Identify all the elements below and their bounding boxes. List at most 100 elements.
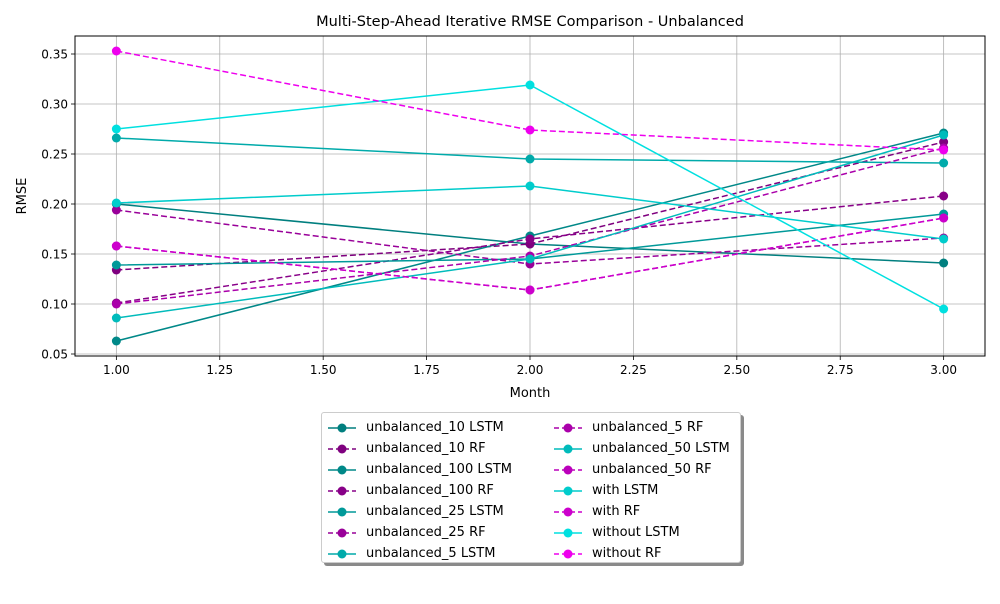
legend-swatch (554, 507, 582, 516)
legend-swatch (554, 444, 582, 453)
y-tick-label: 0.35 (41, 48, 68, 62)
legend-column-left: unbalanced_10 LSTM unbalanced_10 RF unbala… (322, 417, 512, 564)
data-point (939, 145, 949, 155)
data-point (111, 299, 121, 309)
y-tick-label: 0.05 (41, 348, 68, 362)
legend-label: without LSTM (592, 525, 680, 540)
legend-label: unbalanced_100 LSTM (366, 462, 513, 477)
y-tick-label: 0.25 (41, 148, 68, 162)
legend-label: unbalanced_10 RF (366, 441, 486, 456)
legend-label: without RF (592, 546, 662, 561)
legend-swatch (554, 465, 582, 474)
legend-label: unbalanced_50 LSTM (592, 441, 730, 456)
y-axis-ticks: 0.05 0.10 0.15 0.20 0.25 0.30 0.35 (41, 48, 75, 362)
legend-item: unbalanced_50 RF (548, 459, 730, 480)
data-point (939, 130, 949, 140)
legend-item: without LSTM (548, 522, 730, 543)
legend-swatch (328, 528, 356, 537)
data-point (525, 254, 535, 264)
chart-legend: unbalanced_10 LSTM unbalanced_10 RF unbala… (321, 412, 741, 563)
legend-swatch (328, 423, 356, 432)
legend-label: unbalanced_100 RF (366, 483, 494, 498)
legend-item: unbalanced_50 LSTM (548, 438, 730, 459)
legend-swatch (328, 444, 356, 453)
x-tick-label: 2.25 (620, 363, 647, 377)
data-point (939, 158, 949, 168)
data-point (525, 125, 535, 135)
series-layer (111, 46, 949, 346)
x-axis-ticks: 1.00 1.25 1.50 1.75 2.00 2.25 2.50 2.75 3.00 (103, 356, 957, 377)
x-tick-label: 1.50 (310, 363, 337, 377)
data-point (111, 241, 121, 251)
legend-label: unbalanced_5 RF (592, 420, 704, 435)
legend-item: unbalanced_25 LSTM (322, 501, 512, 522)
legend-swatch (554, 528, 582, 537)
data-point (111, 124, 121, 134)
data-point (111, 46, 121, 56)
data-point (939, 213, 949, 223)
x-tick-label: 1.75 (413, 363, 440, 377)
legend-column-right: unbalanced_5 RF unbalanced_50 LSTM unbalan… (548, 417, 730, 564)
data-point (939, 304, 949, 314)
legend-item: without RF (548, 543, 730, 564)
legend-swatch (328, 486, 356, 495)
legend-label: with RF (592, 504, 641, 519)
y-tick-label: 0.10 (41, 298, 68, 312)
data-point (111, 313, 121, 323)
series-with-lstm (111, 181, 949, 244)
y-tick-label: 0.30 (41, 98, 68, 112)
y-tick-label: 0.20 (41, 198, 68, 212)
y-axis-label: RMSE (15, 178, 30, 215)
legend-item: unbalanced_25 RF (322, 522, 512, 543)
legend-swatch (328, 549, 356, 558)
data-point (525, 234, 535, 244)
data-point (525, 181, 535, 191)
data-point (111, 260, 121, 270)
series-without-lstm (111, 80, 949, 314)
legend-label: unbalanced_50 RF (592, 462, 712, 477)
x-tick-label: 2.50 (723, 363, 750, 377)
legend-swatch (554, 486, 582, 495)
legend-label: unbalanced_10 LSTM (366, 420, 504, 435)
series-line (116, 50, 944, 151)
x-tick-label: 2.00 (517, 363, 544, 377)
legend-item: unbalanced_100 RF (322, 480, 512, 501)
data-point (111, 336, 121, 346)
chart-title: Multi-Step-Ahead Iterative RMSE Comparis… (316, 14, 744, 30)
legend-item: unbalanced_10 RF (322, 438, 512, 459)
legend-item: with LSTM (548, 480, 730, 501)
series-without-rf (111, 46, 949, 155)
legend-label: unbalanced_5 LSTM (366, 546, 496, 561)
x-tick-label: 2.75 (827, 363, 854, 377)
legend-swatch (328, 507, 356, 516)
data-point (111, 133, 121, 143)
legend-swatch (554, 549, 582, 558)
series-unbalanced-50-lstm (111, 130, 949, 323)
legend-item: with RF (548, 501, 730, 522)
legend-swatch (554, 423, 582, 432)
data-point (939, 234, 949, 244)
data-point (525, 285, 535, 295)
data-point (525, 80, 535, 90)
data-point (939, 258, 949, 268)
legend-label: with LSTM (592, 483, 659, 498)
x-tick-label: 1.25 (206, 363, 233, 377)
legend-item: unbalanced_5 RF (548, 417, 730, 438)
data-point (111, 198, 121, 208)
legend-swatch (328, 465, 356, 474)
legend-label: unbalanced_25 RF (366, 525, 486, 540)
x-tick-label: 3.00 (930, 363, 957, 377)
legend-item: unbalanced_5 LSTM (322, 543, 512, 564)
series-unbalanced-5-lstm (111, 133, 949, 168)
legend-label: unbalanced_25 LSTM (366, 504, 504, 519)
data-point (525, 154, 535, 164)
legend-item: unbalanced_100 LSTM (322, 459, 512, 480)
y-tick-label: 0.15 (41, 248, 68, 262)
x-tick-label: 1.00 (103, 363, 130, 377)
data-point (111, 205, 121, 215)
x-axis-label: Month (510, 386, 551, 401)
data-point (939, 191, 949, 201)
legend-item: unbalanced_10 LSTM (322, 417, 512, 438)
